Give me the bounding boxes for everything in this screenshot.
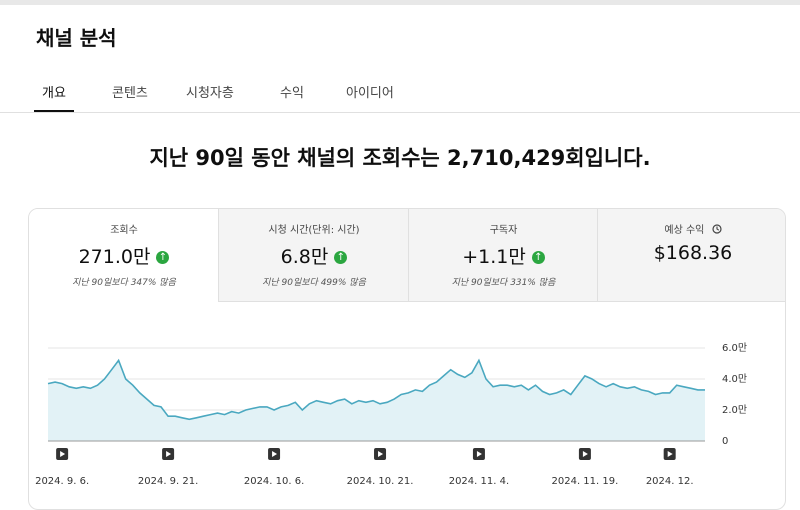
page-title: 채널 분석 [36,26,117,50]
metric-card[interactable]: 구독자 +1.1만 ↑ 지난 90일보다 331% 많음 [408,209,598,302]
x-tick-label: 2024. 10. 21. [347,476,414,487]
y-tick-label: 4.0만 [722,373,747,385]
headline: 지난 90일 동안 채널의 조회수는 2,710,429회입니다. [149,146,651,170]
play-icon [60,451,66,457]
clock-icon [711,224,722,234]
tab[interactable]: 시청자층 [186,86,234,101]
tab[interactable]: 개요 [34,82,74,112]
metric-label: 조회수 [110,225,138,236]
y-tick-label: 2.0만 [722,404,747,416]
x-tick-label: 2024. 12. [646,476,694,487]
y-tick-label: 6.0만 [722,342,747,354]
y-tick-label: 0 [722,436,728,447]
tab[interactable]: 수익 [280,86,304,101]
play-icon [476,451,482,457]
metric-value: +1.1만 [462,246,526,268]
metric-value: 6.8만 [280,246,329,268]
play-icon [582,451,588,457]
tab-bar: 개요 콘텐츠 시청자층 수익 아이디어 [0,70,800,113]
x-tick-label: 2024. 11. 19. [552,476,619,487]
metric-value: 271.0만 [78,246,151,268]
area [48,360,705,441]
analytics-panel: 조회수 271.0만 ↑ 지난 90일보다 347% 많음 시청 시간(단위: 시… [28,208,786,510]
top-bar [0,0,800,5]
metric-note: 지난 90일보다 331% 많음 [451,278,556,288]
x-tick-label: 2024. 9. 21. [138,476,198,487]
up-icon: ↑ [334,251,348,264]
tab[interactable]: 콘텐츠 [112,86,148,101]
play-icon [272,451,278,457]
play-icon [667,451,673,457]
tab[interactable]: 아이디어 [346,86,394,101]
play-icon [378,451,384,457]
metric-label: 시청 시간(단위: 시간) [268,225,360,236]
metric-label: 구독자 [489,225,518,236]
x-tick-label: 2024. 9. 6. [35,476,89,487]
up-icon: ↑ [531,251,545,264]
metric-card[interactable]: 예상 수익 $168.36 [597,209,785,302]
metric-label: 예상 수익 [664,225,705,236]
metric-note: 지난 90일보다 347% 많음 [72,278,176,288]
metric-card[interactable]: 시청 시간(단위: 시간) 6.8만 ↑ 지난 90일보다 499% 많음 [218,209,409,302]
up-icon: ↑ [156,251,170,264]
play-icon [166,451,172,457]
metric-value: $168.36 [653,242,733,264]
x-tick-label: 2024. 11. 4. [449,476,509,487]
x-tick-label: 2024. 10. 6. [244,476,304,487]
line [47,358,705,421]
metric-card[interactable]: 조회수 271.0만 ↑ 지난 90일보다 347% 많음 [29,209,219,301]
metric-note: 지난 90일보다 499% 많음 [262,278,366,288]
